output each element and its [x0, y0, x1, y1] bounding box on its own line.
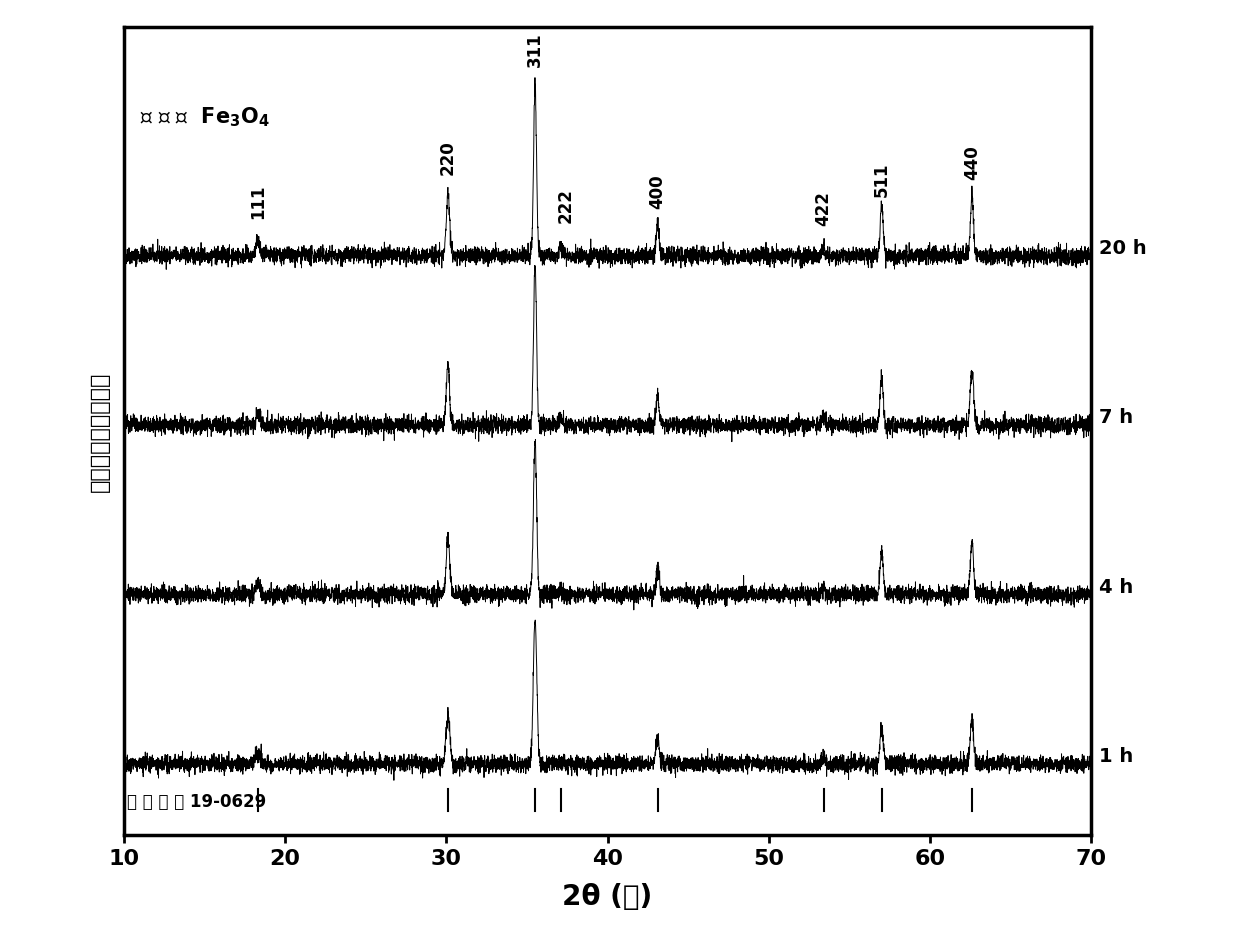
Text: 111: 111	[249, 185, 267, 219]
Text: 422: 422	[815, 191, 832, 226]
Text: 4 h: 4 h	[1099, 577, 1133, 596]
Text: 440: 440	[963, 146, 981, 180]
Text: 511: 511	[873, 162, 890, 197]
Text: 立 方 相  $\mathregular{Fe_3O_4}$: 立 方 相 $\mathregular{Fe_3O_4}$	[140, 106, 270, 129]
Y-axis label: 相对强度（无量纲）: 相对强度（无量纲）	[91, 371, 110, 492]
Text: 400: 400	[649, 174, 667, 209]
Text: 311: 311	[526, 32, 544, 67]
Text: 7 h: 7 h	[1099, 407, 1133, 427]
X-axis label: 2θ (度): 2θ (度)	[563, 883, 652, 910]
Text: 222: 222	[557, 187, 574, 223]
Text: 220: 220	[439, 140, 458, 175]
Text: 标 准 卡 片 19-0629: 标 准 卡 片 19-0629	[128, 793, 267, 810]
Text: 20 h: 20 h	[1099, 238, 1147, 257]
Text: 1 h: 1 h	[1099, 746, 1133, 766]
